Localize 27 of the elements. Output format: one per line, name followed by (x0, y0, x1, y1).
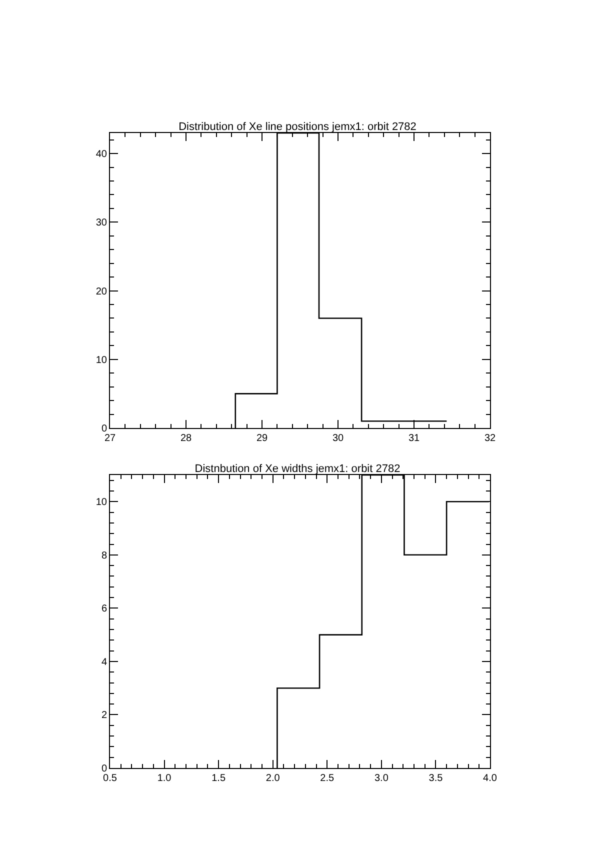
y-tick-label: 30 (96, 218, 108, 229)
y-tick-label: 8 (101, 550, 108, 562)
y-tick-label: 0 (101, 764, 108, 774)
chart-title: Distnbution of Xe widths jemx1: orbit 2782 (194, 463, 400, 475)
x-tick-label: 27 (104, 433, 116, 444)
y-tick-label: 20 (96, 286, 108, 298)
x-tick-label: 30 (332, 433, 344, 444)
y-tick-label: 2 (101, 710, 108, 722)
x-tick-label: 3.0 (374, 773, 389, 784)
x-tick-label: 31 (408, 433, 420, 444)
x-tick-label: 32 (484, 433, 496, 444)
x-tick-label: 29 (256, 433, 268, 444)
x-tick-label: 1.0 (157, 773, 172, 784)
x-tick-label: 2.5 (320, 773, 335, 784)
x-tick-label: 1.5 (212, 773, 226, 784)
y-tick-label: 0 (101, 424, 108, 434)
x-tick-label: 0.5 (103, 773, 118, 784)
y-tick-label: 10 (96, 497, 108, 508)
x-tick-label: 2.0 (266, 773, 280, 784)
y-tick-label: 4 (101, 656, 108, 668)
y-tick-label: 10 (96, 354, 108, 366)
x-tick-label: 4.0 (483, 773, 498, 784)
y-tick-label: 6 (101, 604, 108, 615)
y-tick-label: 40 (96, 149, 108, 160)
x-tick-label: 3.5 (428, 773, 444, 784)
chart-title: Distribution of Xe line positions jemx1: orbit 2782 (178, 121, 416, 133)
x-tick-label: 28 (180, 433, 192, 444)
